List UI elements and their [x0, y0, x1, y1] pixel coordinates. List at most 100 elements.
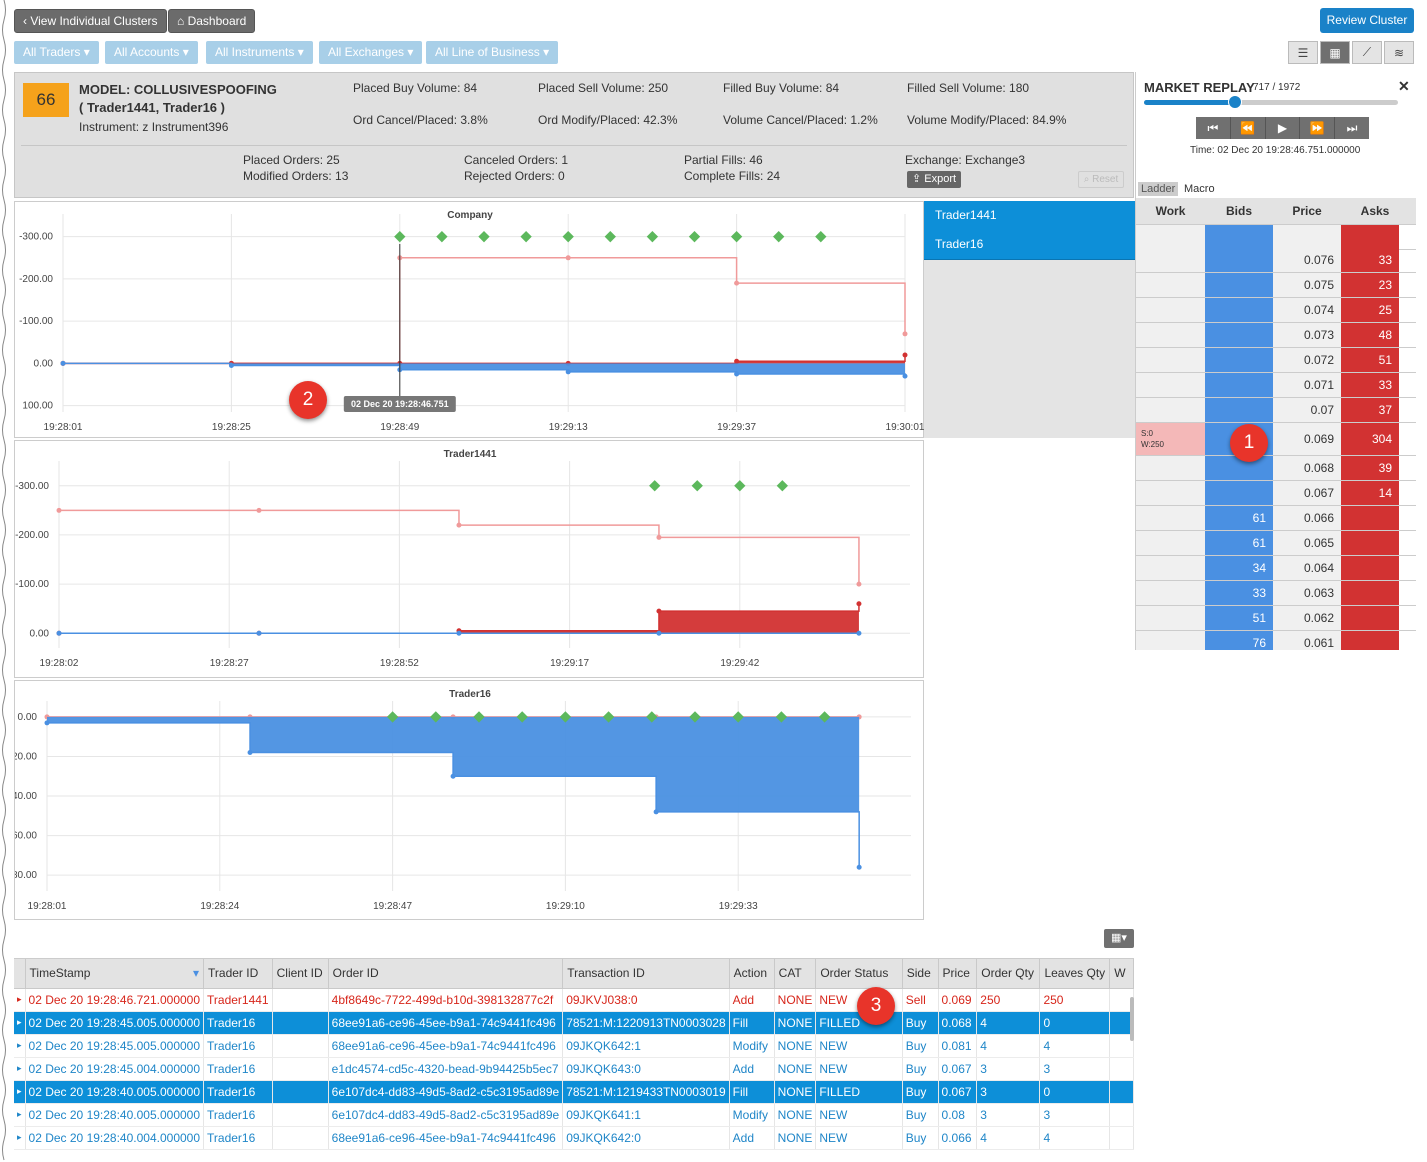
- table-row[interactable]: ▸ 02 Dec 20 19:28:45.005.000000 Trader16 68…: [14, 1011, 1134, 1035]
- col-header-order-status[interactable]: Order Status: [815, 959, 903, 989]
- filter-line-of-business[interactable]: All Line of Business ▾: [426, 41, 559, 64]
- replay-time: Time: 02 Dec 20 19:28:46.751.000000: [1190, 145, 1361, 156]
- table-row[interactable]: ▸ 02 Dec 20 19:28:40.004.000000 Trader16 68…: [14, 1126, 1134, 1150]
- table-row[interactable]: ▸ 02 Dec 20 19:28:45.005.000000 Trader16 68…: [14, 1034, 1134, 1058]
- ladder-ask-cell: [1341, 581, 1399, 605]
- line-series-0: [63, 257, 906, 365]
- expand-row-icon[interactable]: ▸: [14, 1103, 26, 1127]
- layers-view-button[interactable]: ≋: [1384, 41, 1414, 64]
- col-header-w[interactable]: W: [1109, 959, 1134, 989]
- col-header-trader-id[interactable]: Trader ID: [203, 959, 273, 989]
- table-cell: e1dc4574-cd5c-4320-bead-9b94425b5ec7: [328, 1057, 564, 1081]
- data-point: [56, 507, 62, 513]
- stat-placed-sell: Placed Sell Volume: 250: [538, 81, 669, 95]
- ladder-row[interactable]: S:0 W:250 0.069 304: [1136, 423, 1416, 456]
- col-header-price[interactable]: Price: [938, 959, 978, 989]
- trader1441-chart[interactable]: Trader1441 -300.00 -200.00 -100.00 0.00 19:28…: [15, 441, 925, 679]
- ladder-price-cell: 0.061: [1273, 631, 1341, 650]
- grid-view-button[interactable]: ▦: [1320, 41, 1350, 64]
- ladder-row[interactable]: [1136, 225, 1416, 250]
- trader-list-item-16[interactable]: Trader16: [924, 230, 1135, 260]
- review-cluster-button[interactable]: Review Cluster: [1320, 8, 1414, 33]
- chart-view-button[interactable]: ⟋: [1352, 41, 1382, 64]
- tab-macro[interactable]: Macro: [1184, 183, 1215, 195]
- col-header-cat[interactable]: CAT: [774, 959, 817, 989]
- reset-button[interactable]: ⌕ Reset: [1078, 171, 1124, 188]
- ladder-row[interactable]: 51 0.062: [1136, 606, 1416, 631]
- ladder-row[interactable]: 0.068 39: [1136, 456, 1416, 481]
- play-icon[interactable]: ▶: [1265, 117, 1301, 139]
- expand-row-icon[interactable]: ▸: [14, 1057, 26, 1081]
- skip-start-icon[interactable]: ⏮: [1196, 117, 1231, 139]
- column-settings-button[interactable]: ▦▾: [1104, 929, 1134, 948]
- y-tick-label: 20.00: [15, 751, 37, 762]
- col-header-order-id[interactable]: Order ID: [328, 959, 564, 989]
- export-button[interactable]: ⇪ Export: [907, 171, 962, 188]
- skip-end-icon[interactable]: ⏭: [1335, 117, 1369, 139]
- table-cell: 02 Dec 20 19:28:45.005.000000: [25, 1011, 205, 1035]
- table-cell: 4: [1039, 1126, 1111, 1150]
- ladder-row[interactable]: 0.07 37: [1136, 398, 1416, 423]
- close-icon[interactable]: ✕: [1398, 78, 1410, 94]
- filter-instruments[interactable]: All Instruments ▾: [206, 41, 313, 64]
- table-scrollbar[interactable]: [1130, 997, 1134, 1041]
- trader16-chart[interactable]: Trader16 0.00 20.00 40.00 60.00 80.00 19:28:01…: [12, 681, 925, 921]
- ladder-row[interactable]: 34 0.064: [1136, 556, 1416, 581]
- replay-slider-handle[interactable]: [1228, 95, 1243, 109]
- filter-exchanges[interactable]: All Exchanges ▾: [319, 41, 423, 64]
- table-row[interactable]: ▸ 02 Dec 20 19:28:40.005.000000 Trader16 6e…: [14, 1080, 1134, 1104]
- table-cell: 4: [976, 1034, 1041, 1058]
- tab-ladder[interactable]: Ladder: [1138, 182, 1179, 196]
- col-header-order-qty[interactable]: Order Qty: [976, 959, 1041, 989]
- col-header-transaction-id[interactable]: Transaction ID: [562, 959, 730, 989]
- company-chart[interactable]: Company -300.00 -200.00 -100.00 0.00 100.00 19…: [15, 202, 925, 439]
- ladder-row[interactable]: 0.071 33: [1136, 373, 1416, 398]
- ladder-price-cell: 0.074: [1273, 298, 1341, 322]
- ladder-row[interactable]: 0.075 23: [1136, 273, 1416, 298]
- ladder-row[interactable]: 61 0.065: [1136, 531, 1416, 556]
- ladder-row[interactable]: 0.076 33: [1136, 248, 1416, 273]
- ladder-row[interactable]: 76 0.061: [1136, 631, 1416, 650]
- replay-counter: 717 / 1972: [1253, 82, 1301, 93]
- table-row[interactable]: ▸ 02 Dec 20 19:28:46.721.000000 Trader1441…: [14, 988, 1134, 1012]
- stat-rejected-orders: Rejected Orders: 0: [464, 169, 565, 183]
- ladder-header: Work Bids Price Asks: [1136, 198, 1416, 225]
- filter-accounts[interactable]: All Accounts ▾: [105, 41, 198, 64]
- col-header-client-id[interactable]: Client ID: [272, 959, 329, 989]
- ladder-row[interactable]: 0.067 14: [1136, 481, 1416, 506]
- ladder-bid-cell: [1205, 225, 1273, 249]
- table-cell: NONE: [774, 1034, 817, 1058]
- trader-list-item-1441[interactable]: Trader1441: [924, 201, 1135, 231]
- table-row[interactable]: ▸ 02 Dec 20 19:28:40.005.000000 Trader16 6e…: [14, 1103, 1134, 1127]
- table-row[interactable]: ▸ 02 Dec 20 19:28:45.004.000000 Trader16 e1…: [14, 1057, 1134, 1081]
- col-header-action[interactable]: Action: [729, 959, 775, 989]
- ladder-bid-cell: [1205, 456, 1273, 480]
- fast-forward-icon[interactable]: ⏩: [1300, 117, 1336, 139]
- ladder-row[interactable]: 0.073 48: [1136, 323, 1416, 348]
- expand-row-icon[interactable]: ▸: [14, 1126, 26, 1150]
- table-cell: 09JKQK642:1: [562, 1034, 730, 1058]
- chart-title: Trader16: [449, 689, 491, 700]
- ladder-row[interactable]: 61 0.066: [1136, 506, 1416, 531]
- ladder-ask-cell: [1341, 225, 1399, 249]
- expand-row-icon[interactable]: ▸: [14, 1080, 26, 1104]
- expand-row-icon[interactable]: ▸: [14, 1011, 26, 1035]
- dashboard-button[interactable]: ⌂ Dashboard: [168, 9, 256, 33]
- ladder-row[interactable]: 33 0.063: [1136, 581, 1416, 606]
- table-cell: 78521:M:1220913TN0003028: [562, 1011, 730, 1035]
- col-header-timestamp[interactable]: TimeStamp ▾: [25, 959, 205, 989]
- rewind-icon[interactable]: ⏪: [1230, 117, 1266, 139]
- expand-row-icon[interactable]: ▸: [14, 988, 26, 1012]
- col-header-side[interactable]: Side: [902, 959, 939, 989]
- expand-row-icon[interactable]: ▸: [14, 1034, 26, 1058]
- filter-traders[interactable]: All Traders ▾: [14, 41, 99, 64]
- view-clusters-button[interactable]: ‹ View Individual Clusters: [14, 9, 167, 33]
- data-point: [734, 358, 740, 364]
- list-view-button[interactable]: ☰: [1288, 41, 1318, 64]
- col-header-leaves-qty[interactable]: Leaves Qty: [1039, 959, 1111, 989]
- zoom-icon: ⌕: [1083, 174, 1093, 185]
- replay-slider-track[interactable]: [1144, 95, 1398, 109]
- ladder-row[interactable]: 0.074 25: [1136, 298, 1416, 323]
- ladder-row[interactable]: 0.072 51: [1136, 348, 1416, 373]
- table-cell: NONE: [774, 1080, 817, 1104]
